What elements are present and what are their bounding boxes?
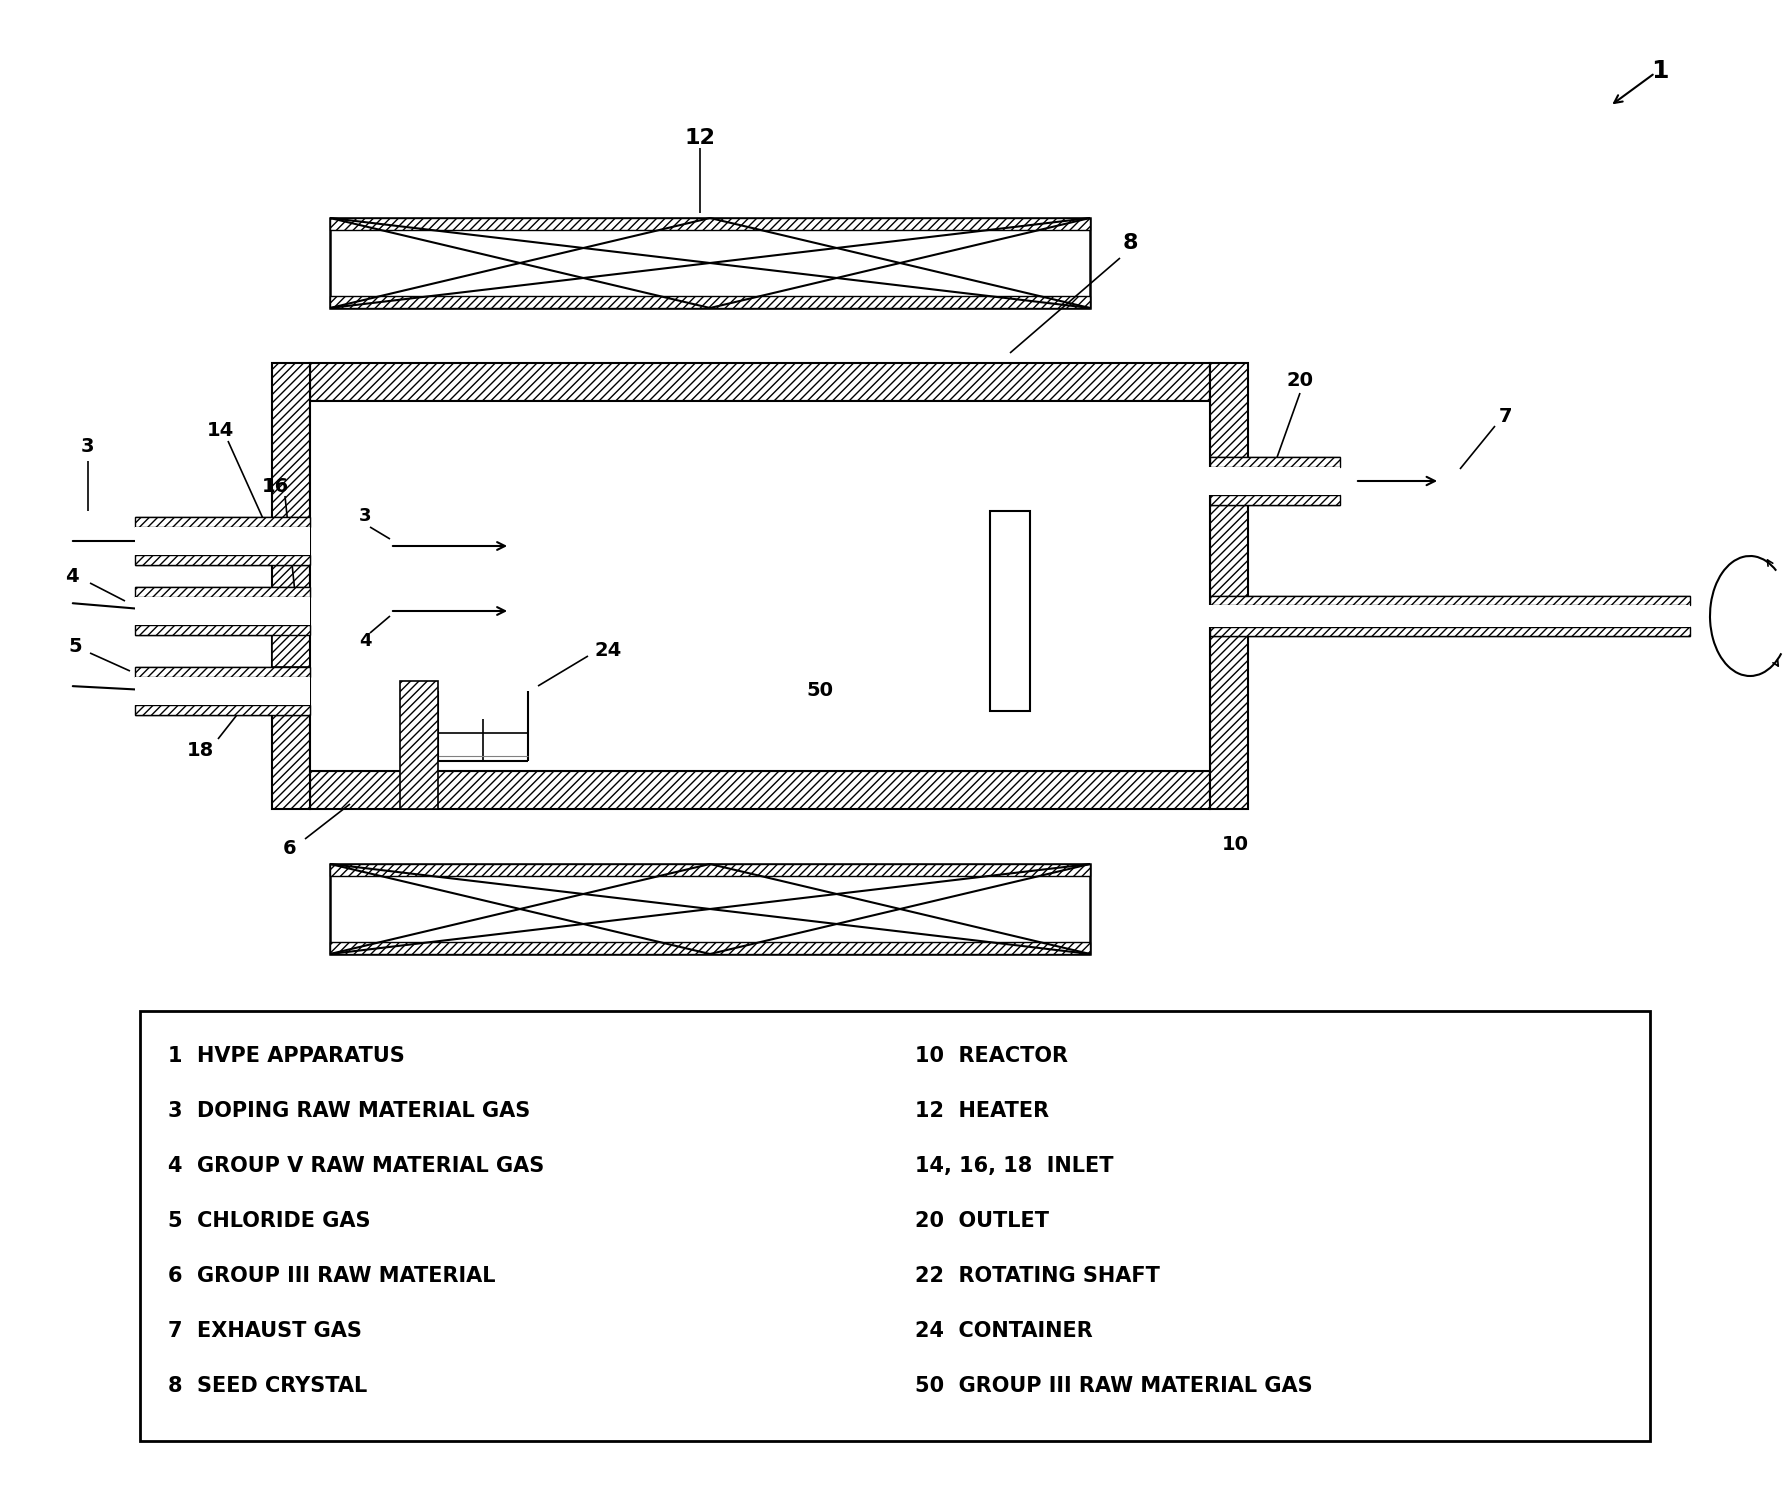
Bar	[330, 865, 1090, 955]
Bar	[1210, 456, 1340, 467]
Text: 14, 16, 18  INLET: 14, 16, 18 INLET	[915, 1156, 1113, 1175]
Text: 1  HVPE APPARATUS: 1 HVPE APPARATUS	[168, 1046, 405, 1066]
Text: 18: 18	[186, 741, 214, 761]
Bar	[1208, 467, 1251, 495]
Text: 10  REACTOR: 10 REACTOR	[915, 1046, 1069, 1066]
Text: 12  HEATER: 12 HEATER	[915, 1102, 1049, 1121]
Text: 7  EXHAUST GAS: 7 EXHAUST GAS	[168, 1321, 362, 1340]
Bar	[136, 587, 310, 597]
Bar	[1210, 467, 1340, 495]
Bar	[139, 1012, 1650, 1441]
Bar	[136, 705, 310, 714]
Bar	[310, 401, 1210, 772]
Text: 6  GROUP III RAW MATERIAL: 6 GROUP III RAW MATERIAL	[168, 1265, 496, 1286]
Text: 24  CONTAINER: 24 CONTAINER	[915, 1321, 1094, 1340]
Bar	[990, 510, 1029, 711]
Bar	[1210, 495, 1340, 504]
Text: 3: 3	[359, 507, 371, 525]
Bar	[1208, 605, 1251, 627]
Bar	[310, 772, 1210, 809]
Text: 24: 24	[594, 641, 621, 660]
Bar	[136, 555, 310, 564]
Bar	[310, 401, 1210, 772]
Bar	[1210, 363, 1249, 809]
Bar	[330, 943, 1090, 955]
Text: 4: 4	[359, 632, 371, 650]
Bar	[136, 624, 310, 635]
Bar	[1210, 627, 1689, 636]
Bar	[1210, 596, 1689, 605]
Text: 1: 1	[1652, 59, 1668, 83]
Text: 22  ROTATING SHAFT: 22 ROTATING SHAFT	[915, 1265, 1160, 1286]
Text: 7: 7	[1499, 407, 1511, 425]
Text: 8: 8	[1122, 233, 1138, 254]
Text: 20: 20	[1286, 372, 1313, 390]
Bar	[330, 218, 1090, 308]
Text: 50: 50	[806, 681, 833, 701]
Bar	[136, 597, 310, 624]
Bar	[400, 681, 439, 809]
Text: 3  DOPING RAW MATERIAL GAS: 3 DOPING RAW MATERIAL GAS	[168, 1102, 530, 1121]
Bar	[136, 527, 310, 555]
Bar	[271, 635, 310, 666]
Bar	[1210, 605, 1689, 627]
Text: 10: 10	[1222, 835, 1249, 854]
Text: 4  GROUP V RAW MATERIAL GAS: 4 GROUP V RAW MATERIAL GAS	[168, 1156, 544, 1175]
Text: 4: 4	[66, 566, 78, 585]
Bar	[271, 363, 310, 809]
Text: 14: 14	[207, 422, 234, 440]
Bar	[136, 666, 310, 677]
Text: 5: 5	[68, 636, 82, 656]
Bar	[136, 516, 310, 527]
Text: 8  SEED CRYSTAL: 8 SEED CRYSTAL	[168, 1376, 368, 1396]
Text: 50  GROUP III RAW MATERIAL GAS: 50 GROUP III RAW MATERIAL GAS	[915, 1376, 1313, 1396]
Text: 20  OUTLET: 20 OUTLET	[915, 1211, 1049, 1231]
Text: 3: 3	[80, 437, 95, 455]
Text: 12: 12	[685, 128, 715, 149]
Bar	[330, 865, 1090, 877]
Text: 16: 16	[262, 476, 289, 495]
Bar	[330, 296, 1090, 308]
Bar	[330, 218, 1090, 230]
Text: 5  CHLORIDE GAS: 5 CHLORIDE GAS	[168, 1211, 371, 1231]
Bar	[136, 677, 310, 705]
Bar	[310, 363, 1210, 401]
Text: 6: 6	[284, 839, 296, 859]
